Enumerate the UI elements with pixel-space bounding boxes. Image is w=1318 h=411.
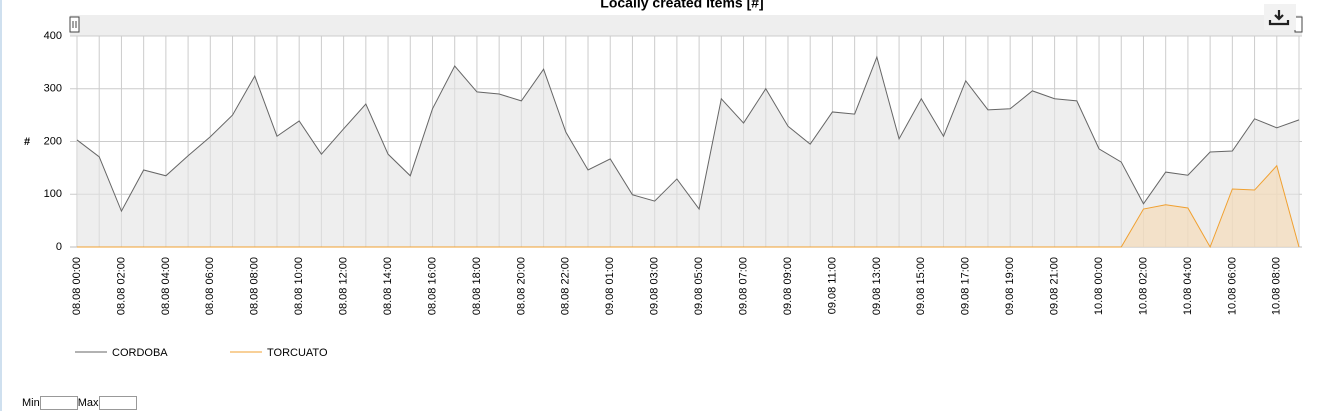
area-fill (77, 165, 1299, 247)
x-tick-label: 09.08 21:00 (1049, 257, 1061, 315)
chart-title: Locally created Items [#] (600, 0, 763, 11)
x-tick-label: 08.08 04:00 (160, 257, 172, 315)
range-controls: Min Max (22, 396, 137, 410)
legend-label: CORDOBA (112, 347, 168, 359)
areas (77, 57, 1299, 247)
x-tick-label: 08.08 14:00 (382, 257, 394, 315)
max-input[interactable] (98, 396, 137, 410)
x-tick-label: 08.08 08:00 (249, 257, 261, 315)
x-tick-label: 08.08 10:00 (293, 257, 305, 315)
area-fill (77, 57, 1299, 247)
series-line (76, 55, 1300, 213)
legend: CORDOBA TORCUATO (75, 347, 328, 359)
download-button[interactable] (1264, 4, 1296, 30)
zoom-handle-right[interactable] (1294, 16, 1303, 33)
x-tick-label: 08.08 06:00 (204, 257, 216, 315)
x-tick-label: 09.08 01:00 (604, 257, 616, 315)
x-tick-label: 09.08 13:00 (871, 257, 883, 315)
x-tick-label: 08.08 18:00 (471, 257, 483, 315)
legend-label: TORCUATO (267, 347, 328, 359)
y-axis-label: # (24, 136, 30, 148)
x-tick-label: 08.08 16:00 (426, 257, 438, 315)
x-tick-label: 10.08 04:00 (1182, 257, 1194, 315)
x-tick-label: 09.08 19:00 (1004, 257, 1016, 315)
x-tick-label: 10.08 08:00 (1271, 257, 1283, 315)
y-tick-label: 100 (44, 188, 62, 200)
zoom-bar[interactable] (70, 15, 1302, 36)
x-tick-label: 09.08 11:00 (826, 257, 838, 314)
x-tick-label: 08.08 22:00 (560, 257, 572, 315)
x-tick-label: 08.08 20:00 (515, 257, 527, 315)
x-tick-label: 10.08 00:00 (1093, 257, 1105, 315)
x-tick-label: 08.08 00:00 (71, 257, 83, 315)
x-tick-label: 08.08 02:00 (115, 257, 127, 315)
zoom-handle-left[interactable] (69, 16, 80, 33)
y-tick-label: 200 (44, 135, 62, 147)
chart: Locally created Items [#] # 0 100 200 300 40… (24, 0, 1303, 359)
x-tick-label: 09.08 17:00 (960, 257, 972, 315)
x-tick-label: 09.08 09:00 (782, 257, 794, 315)
max-label: Max (77, 397, 99, 409)
y-tick-label: 400 (44, 30, 62, 42)
x-tick-label: 09.08 05:00 (693, 257, 705, 315)
x-tick-label: 10.08 06:00 (1226, 257, 1238, 315)
y-tick-label: 0 (56, 241, 62, 253)
x-tick-label: 09.08 03:00 (649, 257, 661, 315)
x-tick-label: 10.08 02:00 (1137, 257, 1149, 315)
lines (76, 55, 1300, 249)
min-input[interactable] (39, 396, 78, 410)
series-line (77, 164, 1300, 249)
min-label: Min (22, 397, 40, 409)
x-tick-label: 09.08 07:00 (737, 257, 749, 315)
labels: 0 100 200 300 400 08.08 00:00 08.08 02:00 08.08… (44, 30, 1283, 315)
y-tick-label: 300 (44, 83, 62, 95)
x-tick-label: 09.08 15:00 (915, 257, 927, 315)
x-tick-label: 08.08 12:00 (338, 257, 350, 315)
